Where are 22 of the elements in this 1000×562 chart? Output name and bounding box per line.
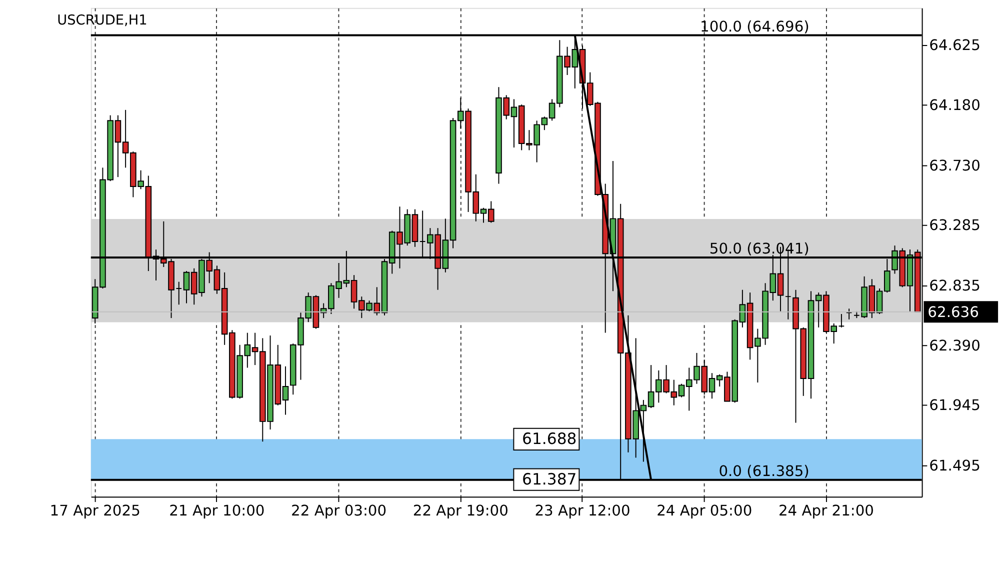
y-tick-label: 63.285 <box>929 217 980 234</box>
y-tick-label: 63.730 <box>929 157 980 174</box>
x-tick-label: 21 Apr 10:00 <box>169 502 265 520</box>
ref-line-label: 100.0 (64.696) <box>700 18 810 36</box>
y-tick-label: 64.180 <box>929 96 980 114</box>
x-tick-label: 17 Apr 2025 <box>50 502 140 520</box>
ref-line-label: 0.0 (61.385) <box>718 462 810 480</box>
chart-title: USCRUDE,H1 <box>57 12 148 28</box>
x-tick-label: 24 Apr 05:00 <box>656 502 752 520</box>
ref-line-label: 50.0 (63.041) <box>709 240 810 258</box>
annotation: 61.688 <box>522 429 577 448</box>
y-tick-label: 64.625 <box>929 37 980 54</box>
x-tick-label: 22 Apr 19:00 <box>412 502 508 520</box>
x-tick-label: 24 Apr 21:00 <box>778 502 874 520</box>
y-tick-label: 61.495 <box>929 457 980 474</box>
x-tick-label: 22 Apr 03:00 <box>291 502 387 520</box>
x-tick-label: 23 Apr 12:00 <box>534 502 630 520</box>
y-tick-label: 62.835 <box>929 278 980 295</box>
annotation: 61.387 <box>522 469 577 488</box>
y-tick-label: 61.945 <box>929 397 980 414</box>
ref-line-label: 62.636 <box>928 304 979 321</box>
y-tick-label: 62.390 <box>929 337 980 354</box>
